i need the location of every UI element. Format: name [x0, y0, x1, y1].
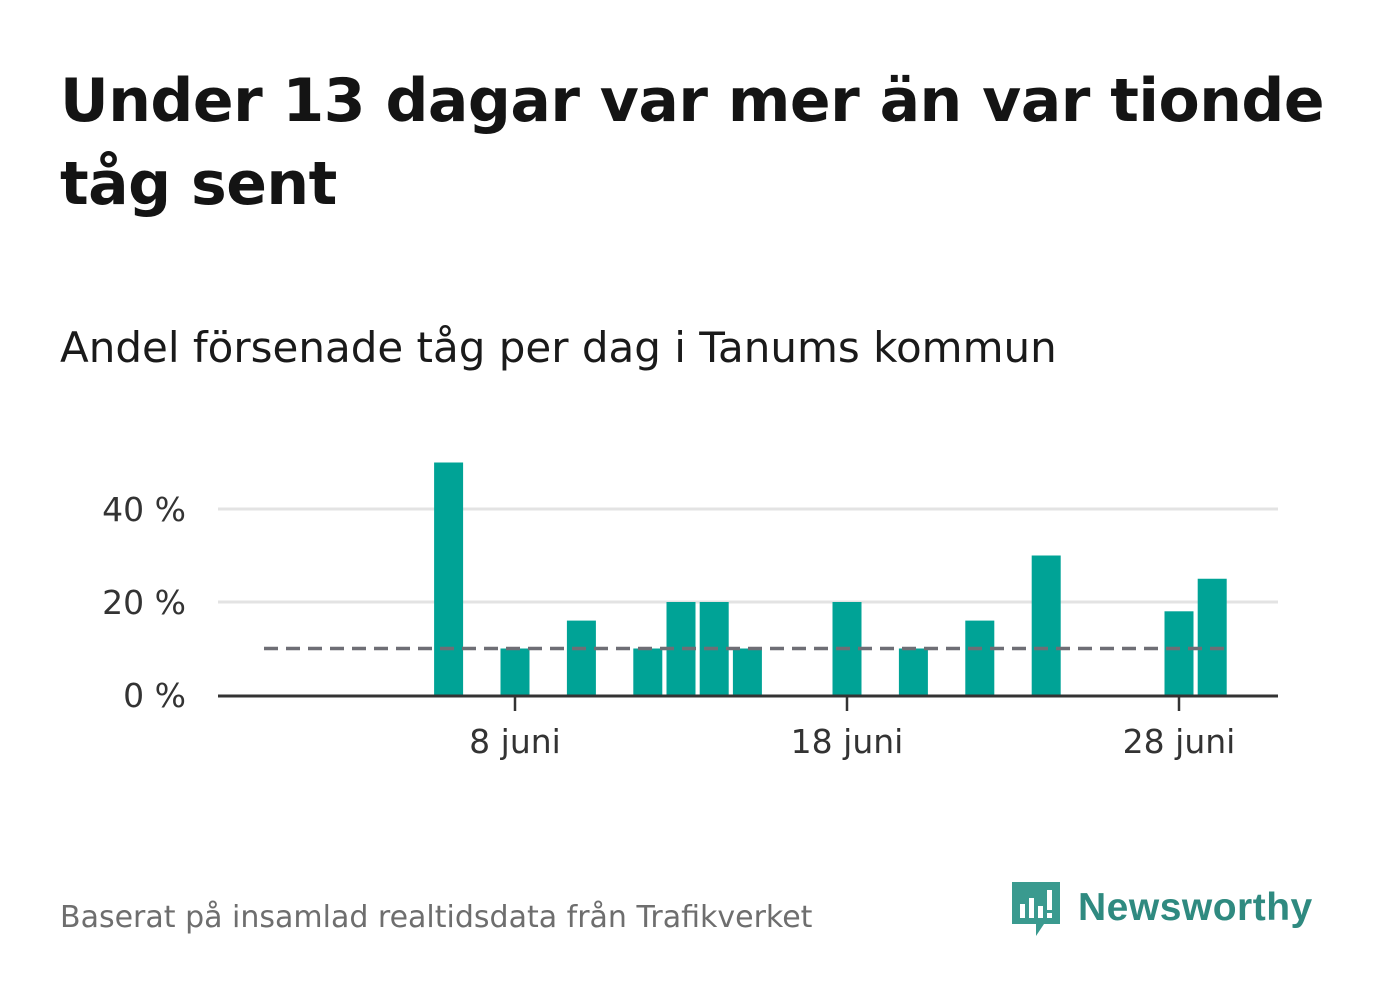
bar [633, 648, 663, 695]
grid-lines [218, 507, 1278, 604]
y-tick-label: 20 % [102, 583, 186, 622]
source-note: Baserat på insamlad realtidsdata från Tr… [60, 900, 813, 935]
brand-logo: Newsworthy [1010, 878, 1313, 938]
y-tick-label: 0 % [123, 676, 186, 715]
bars [434, 462, 1227, 695]
chart-title: Under 13 dagar var mer än var tionde tåg… [60, 66, 1325, 219]
y-tick-label: 40 % [102, 490, 186, 529]
bar [732, 648, 762, 695]
x-tick-label: 8 juni [469, 722, 561, 761]
x-tick-label: 18 juni [791, 722, 904, 761]
brand-name: Newsworthy [1078, 886, 1313, 929]
bar [965, 620, 995, 695]
bar [1197, 578, 1227, 695]
bar [500, 648, 530, 695]
chart-subtitle: Andel försenade tåg per dag i Tanums kom… [60, 323, 1057, 372]
axes: 0 % 20 % 40 % 8 juni 18 juni 28 juni [102, 490, 1278, 761]
bar [1164, 611, 1194, 695]
bar [1031, 555, 1061, 695]
bar [566, 620, 596, 695]
newsworthy-logo-icon [1012, 882, 1060, 936]
bar [898, 648, 928, 695]
x-tick-label: 28 juni [1123, 722, 1236, 761]
bar [434, 462, 464, 695]
